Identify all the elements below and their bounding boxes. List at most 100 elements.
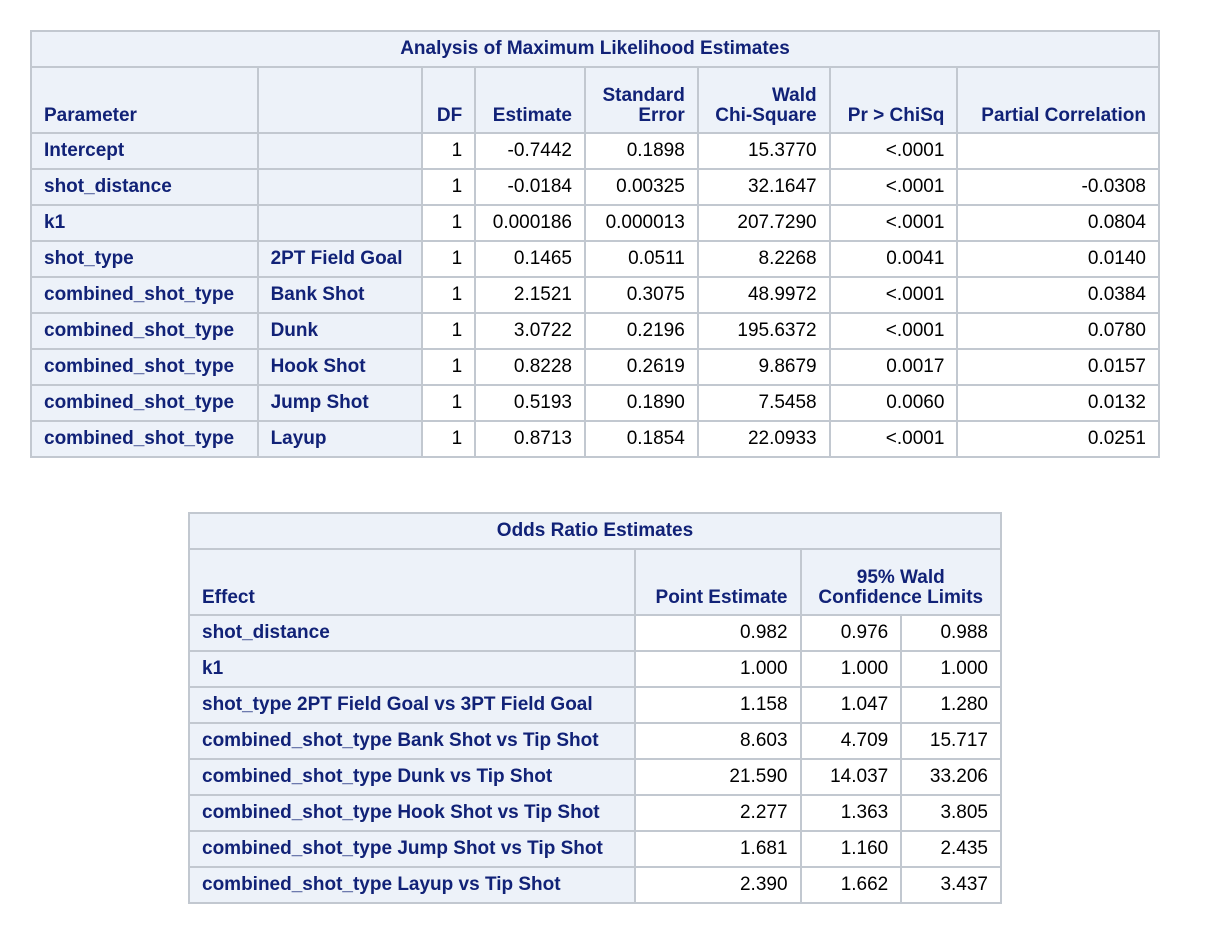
table-row: shot_type 2PT Field Goal 1 0.1465 0.0511 8.22…	[30, 240, 1160, 278]
table-row: k1 1 0.000186 0.000013 207.7290 <.0001 0.0804	[30, 204, 1160, 242]
point-estimate-header: Point Estimate	[633, 548, 802, 616]
p-value-header: Pr > ChiSq	[828, 66, 959, 134]
parameter-cell: shot_distance	[30, 168, 259, 206]
effect-cell: k1	[188, 650, 636, 688]
point-estimate-cell: 2.390	[633, 866, 802, 904]
estimate-cell: 0.8228	[474, 348, 586, 386]
parameter-cell: combined_shot_type	[30, 348, 259, 386]
table-row: combined_shot_type Bank Shot 1 2.1521 0.3075…	[30, 276, 1160, 314]
df-cell: 1	[421, 204, 477, 242]
df-cell: 1	[421, 168, 477, 206]
table-row: combined_shot_type Hook Shot vs Tip Shot…	[188, 794, 1002, 832]
confidence-limits-header: 95% Wald Confidence Limits	[799, 548, 1003, 616]
level-cell	[256, 204, 424, 242]
table-row: shot_distance 1 -0.0184 0.00325 32.1647 <.000…	[30, 168, 1160, 206]
table-row: combined_shot_type Jump Shot 1 0.5193 0.1890…	[30, 384, 1160, 422]
level-cell: Jump Shot	[256, 384, 424, 422]
point-estimate-cell: 1.681	[633, 830, 802, 868]
odds-ratio-table: Odds Ratio Estimates Effect Point Estima…	[188, 512, 1003, 904]
upper-limit-cell: 2.435	[900, 830, 1002, 868]
lower-limit-cell: 14.037	[799, 758, 903, 796]
estimate-cell: 2.1521	[474, 276, 586, 314]
table-row: shot_distance 0.982 0.976 0.988	[188, 614, 1002, 652]
partial-correlation-cell: 0.0251	[956, 420, 1160, 458]
partial-correlation-cell: 0.0132	[956, 384, 1160, 422]
effect-cell: shot_type 2PT Field Goal vs 3PT Field Go…	[188, 686, 636, 724]
effect-cell: combined_shot_type Dunk vs Tip Shot	[188, 758, 636, 796]
wald-header-line1: Wald	[771, 85, 817, 106]
wald-chi-square-cell: 48.9972	[696, 276, 831, 314]
upper-limit-cell: 0.988	[900, 614, 1002, 652]
wald-chi-square-cell: 9.8679	[696, 348, 831, 386]
standard-error-header-line2: Error	[638, 105, 685, 126]
table-row: Intercept 1 -0.7442 0.1898 15.3770 <.0001	[30, 132, 1160, 170]
effect-cell: shot_distance	[188, 614, 636, 652]
standard-error-cell: 0.1890	[584, 384, 699, 422]
table-row: combined_shot_type Layup 1 0.8713 0.1854 22.0…	[30, 420, 1160, 458]
level-cell	[256, 168, 424, 206]
partial-correlation-cell: 0.0140	[956, 240, 1160, 278]
ci-header-line1: 95% Wald	[856, 567, 945, 588]
wald-chi-square-cell: 207.7290	[696, 204, 831, 242]
lower-limit-cell: 1.000	[799, 650, 903, 688]
parameter-cell: combined_shot_type	[30, 384, 259, 422]
parameter-cell: combined_shot_type	[30, 276, 259, 314]
standard-error-cell: 0.2196	[584, 312, 699, 350]
df-cell: 1	[421, 348, 477, 386]
wald-chi-square-cell: 15.3770	[696, 132, 831, 170]
lower-limit-cell: 1.363	[799, 794, 903, 832]
level-cell: Layup	[256, 420, 424, 458]
parameter-cell: combined_shot_type	[30, 420, 259, 458]
table-row: combined_shot_type Jump Shot vs Tip Shot…	[188, 830, 1002, 868]
p-value-cell: <.0001	[828, 132, 959, 170]
estimate-cell: 3.0722	[474, 312, 586, 350]
partial-correlation-cell: -0.0308	[956, 168, 1160, 206]
p-value-cell: 0.0060	[828, 384, 959, 422]
p-value-cell: 0.0017	[828, 348, 959, 386]
df-cell: 1	[421, 420, 477, 458]
p-value-cell: <.0001	[828, 168, 959, 206]
p-value-cell: <.0001	[828, 276, 959, 314]
estimate-cell: 0.000186	[474, 204, 586, 242]
estimate-cell: 0.8713	[474, 420, 586, 458]
partial-correlation-header: Partial Correlation	[956, 66, 1160, 134]
df-cell: 1	[421, 240, 477, 278]
df-cell: 1	[421, 384, 477, 422]
level-cell: Hook Shot	[256, 348, 424, 386]
estimate-cell: 0.5193	[474, 384, 586, 422]
wald-chi-square-cell: 8.2268	[696, 240, 831, 278]
level-cell: Bank Shot	[256, 276, 424, 314]
df-cell: 1	[421, 132, 477, 170]
lower-limit-cell: 1.160	[799, 830, 903, 868]
parameter-cell: combined_shot_type	[30, 312, 259, 350]
lower-limit-cell: 4.709	[799, 722, 903, 760]
point-estimate-cell: 21.590	[633, 758, 802, 796]
parameter-cell: shot_type	[30, 240, 259, 278]
level-header	[256, 66, 424, 134]
wald-chi-square-cell: 22.0933	[696, 420, 831, 458]
table-row: combined_shot_type Layup vs Tip Shot 2.39…	[188, 866, 1002, 904]
standard-error-cell: 0.1898	[584, 132, 699, 170]
odds-table-title: Odds Ratio Estimates	[188, 512, 1002, 550]
wald-chi-square-header: Wald Chi-Square	[696, 66, 831, 134]
upper-limit-cell: 15.717	[900, 722, 1002, 760]
point-estimate-cell: 1.158	[633, 686, 802, 724]
wald-chi-square-cell: 195.6372	[696, 312, 831, 350]
partial-correlation-cell: 0.0384	[956, 276, 1160, 314]
estimate-header: Estimate	[474, 66, 586, 134]
df-cell: 1	[421, 276, 477, 314]
upper-limit-cell: 3.437	[900, 866, 1002, 904]
estimate-cell: -0.0184	[474, 168, 586, 206]
point-estimate-cell: 0.982	[633, 614, 802, 652]
parameter-cell: Intercept	[30, 132, 259, 170]
partial-correlation-cell: 0.0157	[956, 348, 1160, 386]
standard-error-cell: 0.1854	[584, 420, 699, 458]
table-row: combined_shot_type Hook Shot 1 0.8228 0.2619…	[30, 348, 1160, 386]
upper-limit-cell: 1.000	[900, 650, 1002, 688]
standard-error-header: Standard Error	[584, 66, 699, 134]
p-value-cell: <.0001	[828, 420, 959, 458]
p-value-cell: <.0001	[828, 312, 959, 350]
effect-cell: combined_shot_type Layup vs Tip Shot	[188, 866, 636, 904]
ci-header-line2: Confidence Limits	[818, 587, 984, 608]
point-estimate-cell: 1.000	[633, 650, 802, 688]
